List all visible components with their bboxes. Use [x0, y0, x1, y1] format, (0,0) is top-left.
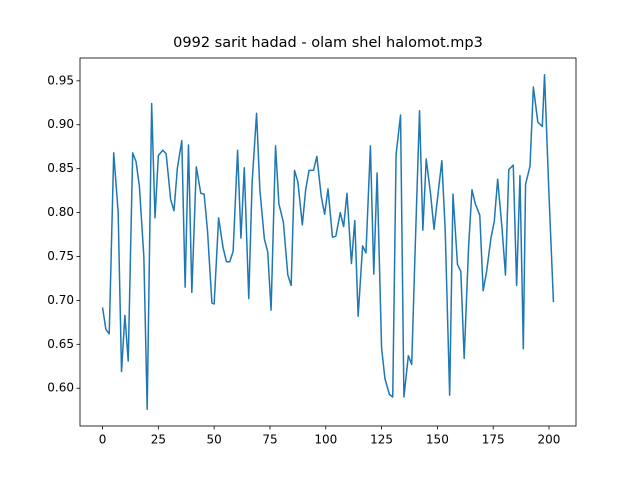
y-tick-label: 0.60: [47, 381, 74, 395]
y-tick-label: 0.80: [47, 205, 74, 219]
x-tick-label: 125: [370, 433, 393, 447]
x-tick-label: 0: [99, 433, 107, 447]
x-tick-label: 100: [314, 433, 337, 447]
x-tick-label: 150: [426, 433, 449, 447]
y-tick-label: 0.75: [47, 249, 74, 263]
x-tick-label: 25: [151, 433, 166, 447]
x-tick-label: 50: [207, 433, 222, 447]
y-tick-label: 0.90: [47, 117, 74, 131]
y-tick-label: 0.65: [47, 337, 74, 351]
y-tick-label: 0.95: [47, 73, 74, 87]
y-tick-label: 0.70: [47, 293, 74, 307]
x-tick-label: 75: [262, 433, 277, 447]
plot-frame: [79, 57, 577, 427]
x-tick-label: 175: [482, 433, 505, 447]
line-series: [101, 73, 555, 411]
x-tick-label: 200: [538, 433, 561, 447]
y-tick-label: 0.85: [47, 161, 74, 175]
chart-title: 0992 sarit hadad - olam shel halomot.mp3: [173, 35, 483, 51]
